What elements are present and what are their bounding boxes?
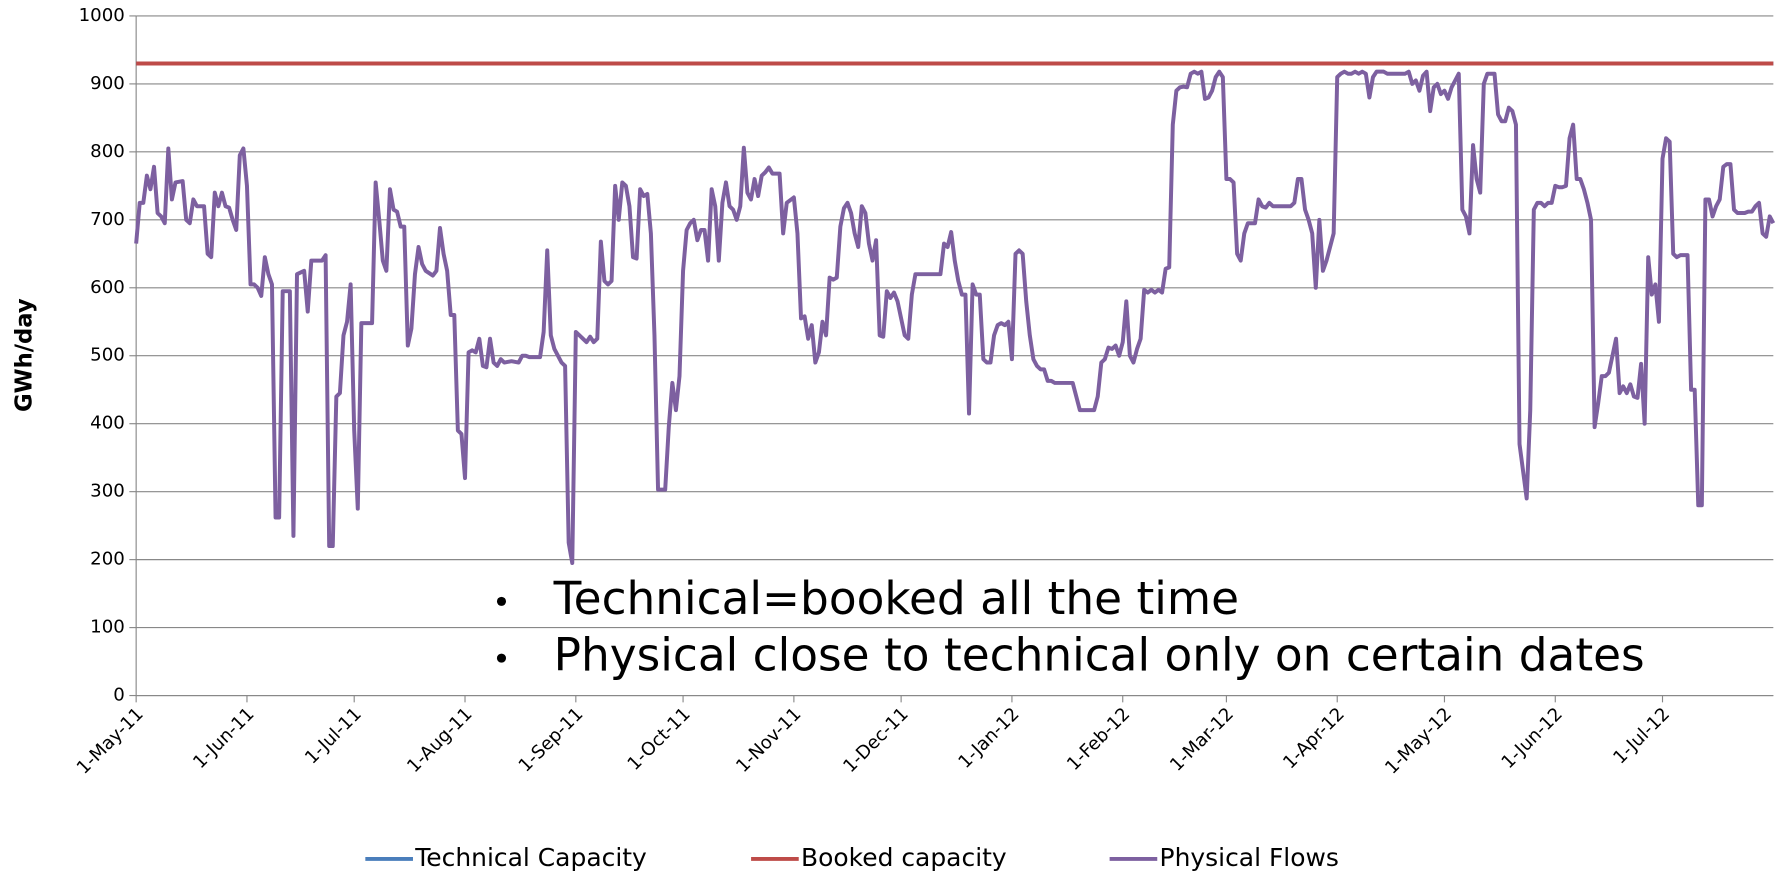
legend-label: Technical Capacity (414, 843, 647, 872)
y-tick-label: 700 (90, 209, 125, 230)
bullet (496, 596, 507, 606)
y-tick-label: 0 (113, 685, 125, 706)
plot-area (129, 15, 1776, 703)
legend-label: Booked capacity (801, 843, 1007, 872)
x-tick-label: 1-May-12 (1381, 704, 1456, 779)
x-tick-label: 1-Jan-12 (954, 704, 1023, 773)
legend-label: Physical Flows (1160, 843, 1339, 872)
y-tick-label: 300 (90, 481, 125, 502)
bullet (496, 653, 507, 663)
x-tick-label: 1-Sep-11 (515, 704, 588, 777)
x-tick-label: 1-May-11 (73, 704, 148, 779)
x-tick-label: 1-Aug-11 (403, 704, 476, 777)
y-tick-label: 600 (90, 277, 125, 298)
y-tick-label: 400 (90, 413, 125, 434)
y-tick-label: 800 (90, 141, 125, 162)
y-tick-label: 100 (90, 617, 125, 638)
x-tick-label: 1-Apr-12 (1279, 704, 1349, 774)
y-tick-label: 900 (90, 73, 125, 94)
x-tick-label: 1-Dec-11 (839, 704, 912, 777)
y-tick-label: 500 (90, 345, 125, 366)
x-tick-label: 1-Jul-12 (1609, 704, 1674, 769)
annotation: Technical=booked all the time (553, 572, 1239, 625)
x-tick-label: 1-Jul-11 (301, 704, 366, 769)
x-tick-label: 1-Jun-12 (1498, 704, 1567, 773)
x-tick-label: 1-Mar-12 (1166, 704, 1238, 776)
x-tick-label: 1-Nov-11 (732, 704, 805, 777)
x-tick-label: 1-Oct-11 (624, 704, 695, 775)
x-tick-label: 1-Jun-11 (189, 704, 258, 773)
series-line (134, 69, 1776, 566)
y-tick-label: 200 (90, 549, 125, 570)
annotation: Physical close to technical only on cert… (554, 629, 1645, 682)
x-tick-label: 1-Feb-12 (1063, 704, 1134, 775)
y-axis-label: GWh/day (11, 298, 37, 412)
y-tick-label: 1000 (79, 5, 125, 26)
